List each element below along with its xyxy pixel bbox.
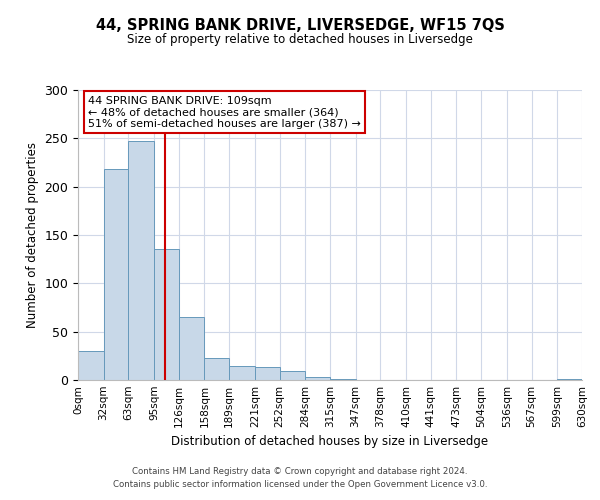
Bar bbox=[154, 248, 179, 380]
Bar bbox=[305, 377, 330, 380]
Bar bbox=[229, 366, 255, 380]
Bar bbox=[255, 368, 280, 380]
Text: 44 SPRING BANK DRIVE: 109sqm
← 48% of detached houses are smaller (364)
51% of s: 44 SPRING BANK DRIVE: 109sqm ← 48% of de… bbox=[88, 96, 361, 129]
Bar bbox=[557, 379, 582, 380]
Bar bbox=[280, 372, 305, 380]
Bar bbox=[104, 170, 128, 380]
Bar bbox=[205, 358, 229, 380]
Bar bbox=[78, 351, 104, 380]
Text: Contains public sector information licensed under the Open Government Licence v3: Contains public sector information licen… bbox=[113, 480, 487, 489]
Bar bbox=[128, 141, 154, 380]
Bar bbox=[179, 317, 205, 380]
Text: Size of property relative to detached houses in Liversedge: Size of property relative to detached ho… bbox=[127, 32, 473, 46]
Bar bbox=[330, 379, 356, 380]
Text: 44, SPRING BANK DRIVE, LIVERSEDGE, WF15 7QS: 44, SPRING BANK DRIVE, LIVERSEDGE, WF15 … bbox=[95, 18, 505, 32]
Y-axis label: Number of detached properties: Number of detached properties bbox=[26, 142, 39, 328]
X-axis label: Distribution of detached houses by size in Liversedge: Distribution of detached houses by size … bbox=[172, 436, 488, 448]
Text: Contains HM Land Registry data © Crown copyright and database right 2024.: Contains HM Land Registry data © Crown c… bbox=[132, 467, 468, 476]
